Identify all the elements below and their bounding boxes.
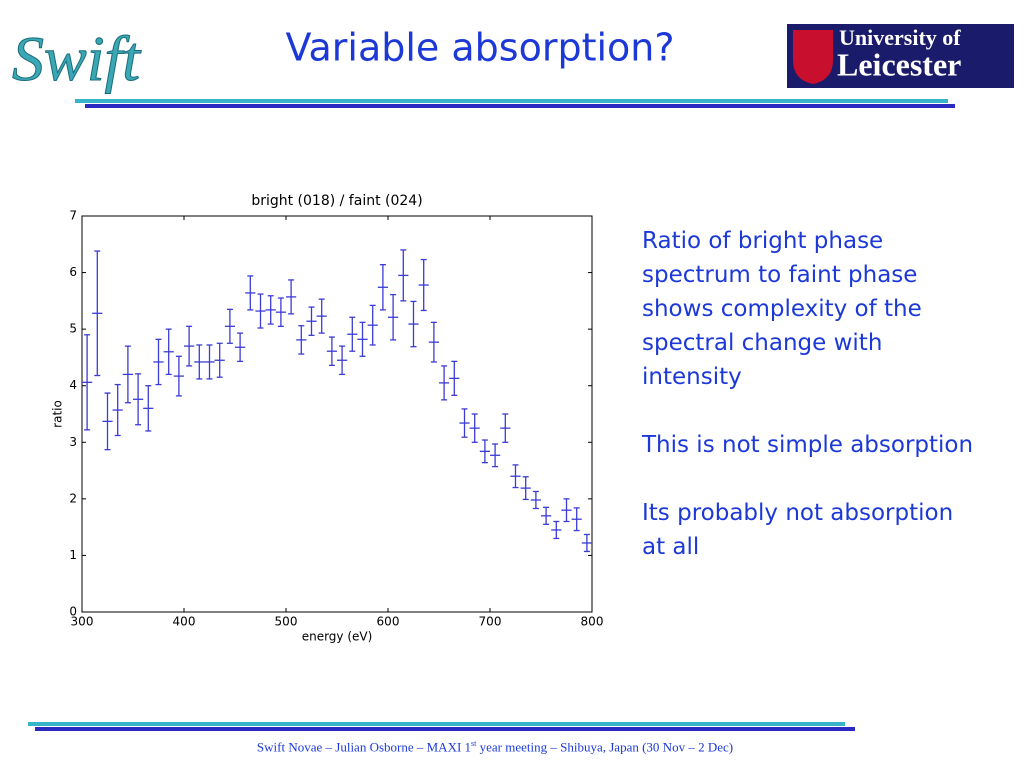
x-tick-label: 600 <box>377 615 400 629</box>
paragraph: This is not simple absorption <box>642 432 974 458</box>
chart-title: bright (018) / faint (024) <box>251 193 422 209</box>
body-text: Ratio of bright phase spectrum to faint … <box>642 224 982 598</box>
chart: bright (018) / faint (024) energy (eV) r… <box>51 193 604 644</box>
y-axis-label: ratio <box>51 400 65 428</box>
y-tick-label: 3 <box>69 435 77 449</box>
plot-frame <box>81 215 593 613</box>
swift-logo: Swift <box>12 23 142 94</box>
y-tick-label: 4 <box>69 378 77 392</box>
x-tick-label: 300 <box>71 615 94 629</box>
x-tick-label: 800 <box>581 615 604 629</box>
y-tick-label: 1 <box>69 548 77 562</box>
x-axis-label: energy (eV) <box>302 630 373 644</box>
y-tick-label: 7 <box>69 209 77 223</box>
x-tick-label: 500 <box>275 615 298 629</box>
x-tick-label: 700 <box>479 615 502 629</box>
footer-text: Swift Novae – Julian Osborne – MAXI 1 <box>256 739 472 755</box>
y-tick-label: 0 <box>69 605 77 619</box>
logo-line: Leicester <box>837 46 961 82</box>
y-tick-label: 6 <box>69 265 77 279</box>
footer-sup: st <box>471 739 477 748</box>
slide-title: Variable absorption? <box>285 26 674 70</box>
logo-line: University of <box>839 25 961 50</box>
leicester-shield <box>793 30 833 84</box>
paragraph: Its probably not absorption at all <box>642 500 954 560</box>
footer-text: year meeting – Shibuya, Japan (30 Nov – … <box>476 739 734 755</box>
y-tick-label: 2 <box>69 491 77 505</box>
x-tick-label: 400 <box>173 615 196 629</box>
y-tick-label: 5 <box>69 322 77 336</box>
footer: Swift Novae – Julian Osborne – MAXI 1st … <box>0 739 990 755</box>
paragraph: Ratio of bright phase spectrum to faint … <box>642 228 922 390</box>
